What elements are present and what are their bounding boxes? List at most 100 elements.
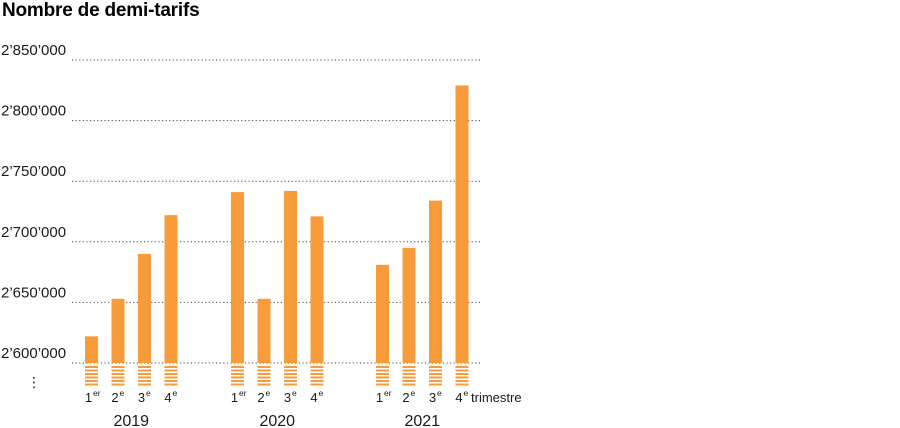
quarter-label: 3 [429, 390, 436, 405]
quarter-label: 2 [257, 390, 264, 405]
bar-break-stripe [138, 376, 151, 379]
bar-break-stripe [111, 380, 125, 382]
quarter-label: 3 [138, 390, 145, 405]
quarter-label: 4 [164, 390, 171, 405]
bar-break-stripe [111, 383, 125, 386]
bar-break-stripe [85, 380, 98, 382]
bar-break-stripe [376, 376, 389, 379]
bar-break-stripe [284, 376, 297, 379]
bar-break-stripe [284, 369, 297, 372]
quarter-label-suffix: e [411, 388, 416, 398]
bar-break-stripe [284, 383, 297, 386]
bar-break-stripe [455, 380, 469, 382]
bar-break-stripe [310, 369, 324, 372]
quarter-unit-label: trimestre [471, 390, 522, 405]
quarter-label: 2 [402, 390, 409, 405]
bar-break-stripe [455, 373, 469, 375]
quarter-label-suffix: er [384, 388, 392, 398]
bar-break-stripe [85, 383, 98, 386]
bar-break-stripe [138, 369, 151, 372]
bar [257, 298, 271, 363]
quarter-label-suffix: e [266, 388, 271, 398]
bar-break-stripe [402, 373, 416, 375]
quarter-label-suffix: e [319, 388, 324, 398]
bar-break-stripe [402, 376, 416, 379]
bar-break-stripe [257, 383, 271, 386]
quarter-label: 1 [85, 390, 92, 405]
bar-break-stripe [455, 366, 469, 368]
bar-break-stripe [429, 383, 442, 386]
year-label: 2019 [113, 413, 149, 428]
bar-break-stripe [310, 373, 324, 375]
bar [231, 192, 244, 363]
bar-break-stripe [402, 366, 416, 368]
bar-break-stripe [231, 380, 244, 382]
bar-break-stripe [455, 369, 469, 372]
bar-break-stripe [429, 366, 442, 368]
quarter-label-suffix: e [173, 388, 178, 398]
bar-break-stripe [111, 376, 125, 379]
y-tick-label: 2’650’000 [1, 284, 66, 301]
bar-break-stripe [138, 366, 151, 368]
quarter-label: 4 [310, 390, 317, 405]
chart-title: Nombre de demi-tarifs [2, 0, 200, 21]
bar-break-stripe [376, 380, 389, 382]
bar-break-stripe [376, 369, 389, 372]
bar-break-stripe [164, 380, 178, 382]
bar-break-stripe [85, 373, 98, 375]
bar [284, 190, 297, 363]
bar [85, 336, 98, 363]
bar-break-stripe [284, 373, 297, 375]
bar-break-stripe [257, 380, 271, 382]
bar-break-stripe [257, 366, 271, 368]
axis-break-symbol: ⋮ [27, 374, 41, 390]
bar-break-stripe [231, 383, 244, 386]
year-label: 2020 [259, 413, 295, 428]
bar-break-stripe [138, 373, 151, 375]
bar [111, 298, 125, 363]
quarter-label-suffix: e [292, 388, 297, 398]
quarter-label: 2 [111, 390, 118, 405]
bar-break-stripe [402, 369, 416, 372]
quarter-label: 1 [376, 390, 383, 405]
bar-break-stripe [284, 380, 297, 382]
bar [402, 247, 416, 363]
quarter-label-suffix: e [437, 388, 442, 398]
bar-break-stripe [111, 369, 125, 372]
bar-break-stripe [310, 383, 324, 386]
bar-break-stripe [257, 369, 271, 372]
bar-break-stripe [231, 369, 244, 372]
y-tick-label: 2’850’000 [1, 42, 66, 59]
bar-break-stripe [138, 383, 151, 386]
bar-break-stripe [111, 366, 125, 368]
bar-break-stripe [402, 380, 416, 382]
y-tick-label: 2’800’000 [1, 103, 66, 120]
y-tick-label: 2’700’000 [1, 224, 66, 241]
quarter-label-suffix: e [120, 388, 125, 398]
bar-break-stripe [284, 366, 297, 368]
bar-break-stripe [164, 369, 178, 372]
bar-break-stripe [164, 383, 178, 386]
bar-break-stripe [164, 366, 178, 368]
bar-break-stripe [310, 376, 324, 379]
bar-break-stripe [111, 373, 125, 375]
quarter-label: 1 [231, 390, 238, 405]
bar [310, 216, 324, 363]
quarter-label-suffix: e [146, 388, 151, 398]
quarter-label: 3 [284, 390, 291, 405]
quarter-label: 4 [455, 390, 462, 405]
bar-break-stripe [138, 380, 151, 382]
bar [138, 253, 151, 363]
bar-break-stripe [310, 366, 324, 368]
bar-break-stripe [85, 369, 98, 372]
y-tick-label: 2’750’000 [1, 163, 66, 180]
bar-break-stripe [402, 383, 416, 386]
bar-break-stripe [164, 373, 178, 375]
bar [164, 215, 178, 363]
bar-break-stripe [231, 373, 244, 375]
bar [455, 85, 469, 364]
quarter-label-suffix: er [239, 388, 247, 398]
quarter-label-suffix: er [93, 388, 101, 398]
bar-break-stripe [310, 380, 324, 382]
